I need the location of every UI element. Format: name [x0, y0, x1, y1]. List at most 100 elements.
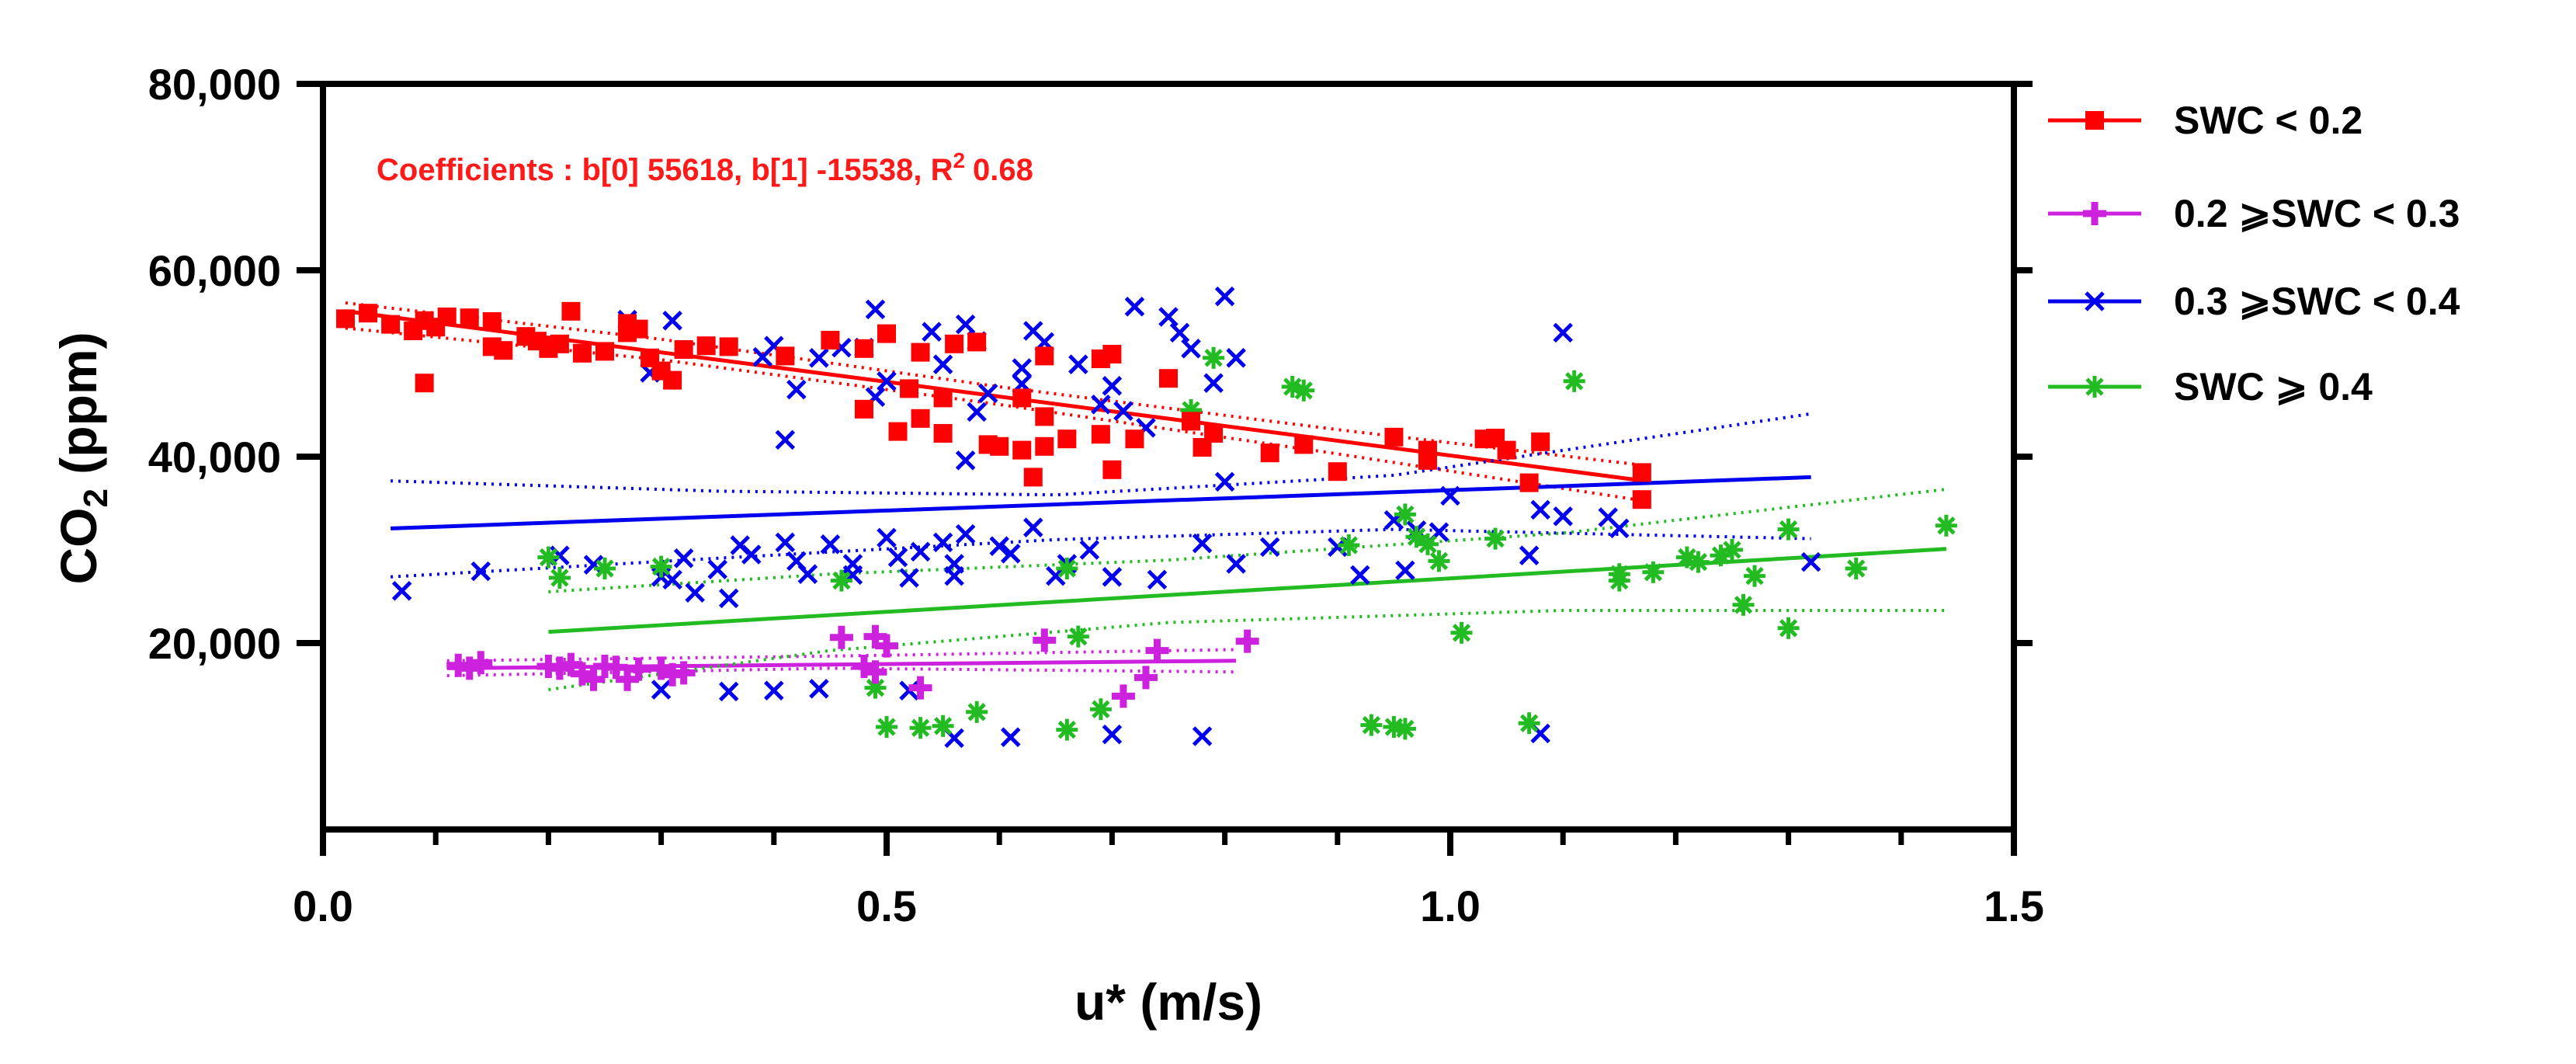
data-point-0	[933, 424, 953, 443]
data-point-0	[1035, 436, 1054, 456]
fit-line-2	[391, 475, 1811, 530]
data-point-0	[629, 319, 648, 339]
data-point-0	[1102, 460, 1122, 479]
data-point-0	[1182, 412, 1201, 431]
data-point-1	[1235, 629, 1259, 653]
data-point-2	[583, 555, 604, 575]
data-point-0	[1632, 463, 1651, 482]
data-point-2	[1158, 307, 1179, 327]
legend-item: SWC < 0.2	[2048, 99, 2362, 142]
data-point-2	[775, 429, 796, 450]
data-point-2	[809, 679, 829, 699]
data-point-2	[910, 541, 931, 562]
data-point-2	[955, 523, 976, 544]
data-point-0	[460, 308, 479, 328]
data-point-3	[1394, 503, 1416, 526]
data-point-2	[977, 383, 998, 404]
data-point-2	[922, 322, 942, 342]
legend-item: 0.3 ⩾SWC < 0.4	[2048, 280, 2460, 323]
data-point-2	[1192, 726, 1213, 746]
data-point-2	[786, 379, 807, 400]
data-point-2	[1214, 286, 1235, 307]
data-point-2	[932, 532, 953, 553]
y-tick-label: 60,000	[148, 246, 281, 295]
data-point-3	[1484, 527, 1507, 550]
data-point-3	[1338, 534, 1360, 556]
data-point-0	[945, 334, 964, 353]
data-point-2	[1226, 348, 1246, 368]
data-point-0	[990, 436, 1009, 456]
data-point-0	[550, 334, 569, 353]
data-point-1	[604, 655, 628, 680]
data-point-3	[830, 569, 852, 592]
data-point-3	[1777, 518, 1800, 541]
data-point-2	[1102, 376, 1123, 396]
data-point-0	[437, 308, 457, 326]
data-point-3	[1935, 514, 1957, 537]
data-point-2	[1181, 339, 1201, 359]
data-point-1	[582, 667, 606, 691]
data-point-2	[1079, 540, 1100, 560]
data-point-1	[1145, 638, 1169, 662]
data-point-2	[1113, 401, 1134, 421]
legend-label: SWC < 0.2	[2174, 99, 2362, 142]
data-point-2	[1102, 567, 1123, 587]
data-point-2	[470, 561, 491, 582]
data-point-3	[1845, 558, 1867, 579]
data-point-1	[829, 625, 853, 649]
legend-item: SWC ⩾ 0.4	[2048, 365, 2373, 409]
data-point-2	[1012, 358, 1033, 378]
data-point-2	[1519, 545, 1540, 565]
y-axis-title: CO2 (ppm)	[50, 332, 115, 584]
data-point-3	[1416, 533, 1439, 555]
ci-upper-2	[391, 412, 1811, 497]
x-tick-label: 0.0	[293, 881, 353, 930]
data-point-2	[764, 680, 784, 701]
legend: SWC < 0.2 0.2 ⩾SWC < 0.3 0.3 ⩾SWC < 0.4 SWC…	[2048, 99, 2460, 409]
data-point-1	[469, 651, 493, 675]
data-point-2	[1203, 373, 1224, 393]
legend-label: 0.2 ⩾SWC < 0.3	[2174, 192, 2460, 235]
data-point-0	[877, 324, 896, 343]
legend-marker	[2085, 291, 2105, 311]
ci-upper-3	[548, 488, 1947, 593]
data-point-1	[672, 661, 696, 685]
data-point-2	[1068, 354, 1088, 374]
data-point-0	[933, 388, 953, 408]
data-point-0	[1035, 346, 1054, 366]
data-point-0	[359, 304, 378, 323]
data-point-0	[1497, 440, 1516, 460]
data-point-0	[1125, 429, 1144, 449]
data-point-0	[967, 332, 987, 352]
data-point-2	[820, 534, 841, 555]
x-tick-label: 0.5	[856, 881, 917, 930]
data-point-2	[1553, 322, 1573, 343]
data-point-2	[865, 299, 886, 320]
data-point-2	[967, 402, 987, 422]
plot-frame	[320, 81, 2017, 833]
data-point-2	[662, 311, 682, 331]
data-point-3	[1203, 346, 1225, 369]
data-point-2	[1226, 554, 1246, 574]
data-point-2	[1102, 724, 1123, 745]
data-point-3	[1394, 718, 1416, 740]
data-point-0	[595, 342, 614, 361]
data-point-2	[932, 354, 953, 374]
data-point-0	[911, 342, 930, 362]
data-point-0	[1023, 468, 1043, 487]
legend-item: 0.2 ⩾SWC < 0.3	[2048, 192, 2460, 235]
data-point-3	[548, 567, 571, 589]
data-point-1	[875, 634, 898, 658]
data-point-1	[1134, 666, 1158, 690]
data-point-0	[336, 309, 356, 329]
data-point-0	[888, 422, 908, 441]
data-point-2	[877, 371, 897, 391]
data-point-2	[1553, 506, 1573, 527]
data-point-3	[1428, 550, 1450, 572]
data-point-0	[854, 399, 873, 419]
data-point-1	[863, 660, 887, 684]
data-point-0	[1260, 443, 1279, 463]
data-point-2	[1214, 471, 1235, 492]
legend-marker	[2085, 111, 2104, 130]
data-point-3	[1563, 370, 1585, 392]
